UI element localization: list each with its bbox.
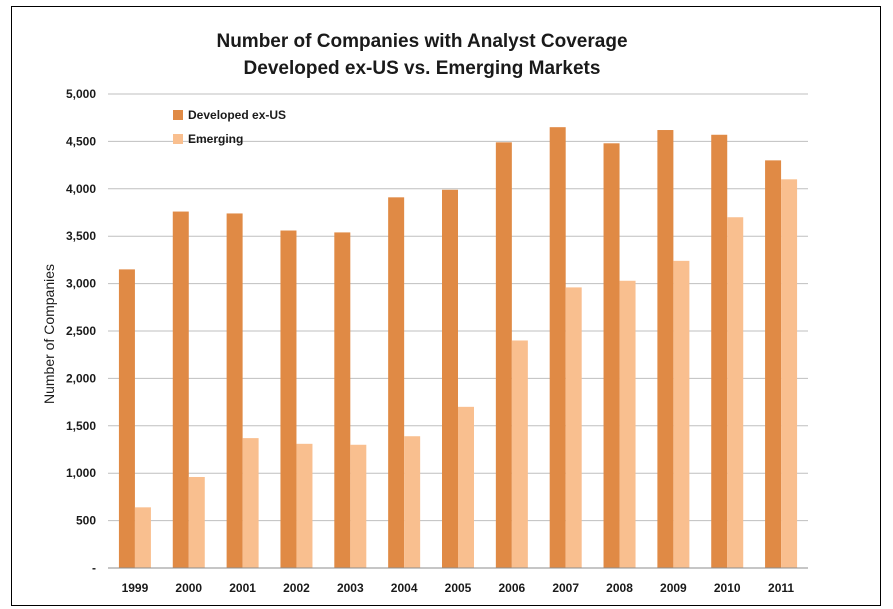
- legend-label: Emerging: [188, 132, 243, 146]
- bar-developed-ex-us: [118, 269, 135, 568]
- bars: [118, 127, 798, 569]
- y-tick-label: 5,000: [66, 87, 96, 101]
- bar-developed-ex-us: [388, 197, 405, 568]
- x-tick-label: 2006: [498, 581, 525, 595]
- bar-emerging: [134, 507, 151, 568]
- bar-emerging: [727, 217, 744, 569]
- legend-swatch: [173, 110, 183, 120]
- bar-emerging: [511, 340, 528, 568]
- y-tick-label: 2,000: [66, 371, 96, 385]
- x-tick-label: 2000: [175, 581, 202, 595]
- chart-frame: Number of Companies with Analyst Coverag…: [11, 6, 881, 606]
- bar-emerging: [296, 443, 313, 568]
- bar-developed-ex-us: [280, 230, 297, 568]
- bar-emerging: [404, 436, 421, 568]
- x-tick-label: 2001: [229, 581, 256, 595]
- x-tick-label: 2008: [606, 581, 633, 595]
- bar-developed-ex-us: [765, 160, 782, 569]
- bar-developed-ex-us: [334, 232, 351, 568]
- y-tick-label: 3,500: [66, 229, 96, 243]
- bar-emerging: [565, 287, 582, 568]
- y-tick-label: 4,500: [66, 134, 96, 148]
- y-tick-label: 1,000: [66, 466, 96, 480]
- y-axis-label: Number of Companies: [41, 264, 57, 404]
- x-tick-label: 2003: [337, 581, 364, 595]
- bar-developed-ex-us: [172, 211, 189, 568]
- bar-emerging: [458, 406, 474, 568]
- y-tick-label: 1,500: [66, 419, 96, 433]
- chart-subtitle: Developed ex-US vs. Emerging Markets: [244, 58, 601, 79]
- x-tick-label: 2009: [660, 581, 687, 595]
- x-tick-label: 2010: [714, 581, 741, 595]
- y-tick-label: 4,000: [66, 182, 96, 196]
- y-tick-label: 2,500: [66, 324, 96, 338]
- bar-developed-ex-us: [603, 143, 620, 568]
- bar-emerging: [188, 476, 205, 568]
- legend: Developed ex-US Emerging: [173, 108, 286, 146]
- x-tick-label: 2002: [283, 581, 310, 595]
- y-axis-ticks: - 500 1,000 1,500 2,000 2,500 3,000 3,500 4,000 4…: [66, 87, 96, 575]
- chart: Number of Companies with Analyst Coverag…: [41, 31, 808, 595]
- x-tick-label: 2007: [552, 581, 579, 595]
- bar-emerging: [673, 260, 690, 568]
- legend-swatch: [173, 134, 183, 144]
- x-tick-label: 2004: [391, 581, 418, 595]
- x-tick-label: 2011: [768, 581, 794, 595]
- chart-title: Number of Companies with Analyst Coverag…: [216, 31, 627, 52]
- bar-emerging: [350, 444, 367, 568]
- x-axis-ticks: 1999 2000 2001 2002 2003 2004 2005 2006 2007 2008…: [122, 581, 795, 595]
- bar-emerging: [781, 179, 798, 568]
- x-tick-label: 2005: [445, 581, 472, 595]
- x-tick-label: 1999: [122, 581, 149, 595]
- bar-developed-ex-us: [442, 189, 458, 569]
- bar-developed-ex-us: [549, 127, 566, 569]
- y-tick-label: 500: [76, 514, 96, 528]
- bar-developed-ex-us: [226, 213, 243, 568]
- bar-emerging: [619, 280, 636, 568]
- bar-developed-ex-us: [495, 142, 512, 568]
- y-tick-label: -: [92, 561, 96, 575]
- bar-developed-ex-us: [711, 134, 728, 568]
- bar-emerging: [242, 438, 259, 568]
- bar-developed-ex-us: [657, 130, 674, 569]
- legend-label: Developed ex-US: [188, 108, 286, 122]
- y-tick-label: 3,000: [66, 277, 96, 291]
